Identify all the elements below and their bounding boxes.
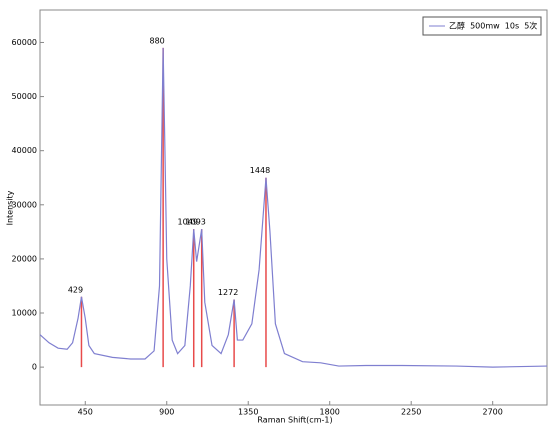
peak-label: 1448 <box>250 166 270 175</box>
x-tick-label: 2700 <box>482 408 502 417</box>
y-tick-label: 30000 <box>12 200 37 209</box>
y-tick-label: 50000 <box>12 92 37 101</box>
peak-label: 1093 <box>186 218 206 227</box>
peak-label: 880 <box>149 36 164 45</box>
x-tick-label: 2250 <box>401 408 421 417</box>
spectrum-line <box>39 47 548 368</box>
plot-frame <box>39 9 548 406</box>
y-tick-label: 20000 <box>12 254 37 263</box>
x-tick-label: 1350 <box>238 408 258 417</box>
x-tick-label: 900 <box>159 408 174 417</box>
y-tick-label: 0 <box>32 363 37 372</box>
y-tick-label: 40000 <box>12 146 37 155</box>
x-tick-label: 450 <box>78 408 93 417</box>
legend-label: 乙醇 500mw 10s 5次 <box>449 21 537 31</box>
x-tick-label: 1800 <box>320 408 340 417</box>
y-tick-label: 10000 <box>12 309 37 318</box>
peak-label: 1049 <box>178 218 198 227</box>
peak-label: 429 <box>68 285 83 294</box>
peak-label: 1272 <box>218 288 238 297</box>
y-tick-label: 60000 <box>12 38 37 47</box>
y-axis-label: Intensity <box>6 190 15 225</box>
x-axis-label: Raman Shift(cm-1) <box>257 416 332 425</box>
legend-box <box>422 16 542 36</box>
